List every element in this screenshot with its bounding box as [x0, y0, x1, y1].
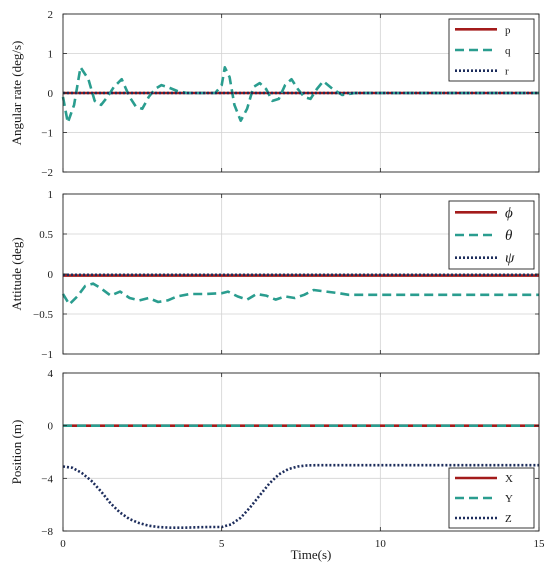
y-tick-label: −0.5 [33, 309, 53, 321]
legend-label: Z [505, 513, 512, 525]
series-line-2-2 [61, 282, 539, 306]
y-tick-label: −8 [41, 526, 53, 538]
x-axis-label: Time(s) [291, 547, 332, 562]
y-tick-label: 0 [48, 88, 54, 100]
y-tick-label: −4 [41, 473, 53, 485]
legend-label: θ [505, 228, 513, 244]
subplot-2: −1 −0.5 0 0.5 1 Attitude (deg) ϕθψ [9, 189, 540, 361]
legend: ϕθψ [448, 200, 535, 270]
legend-label: Y [505, 493, 513, 505]
y-tick-label: 4 [48, 368, 54, 380]
y-tick-label: 0 [48, 269, 54, 281]
x-tick-label: 0 [60, 538, 66, 550]
y-tick-label: 0 [48, 421, 54, 433]
legend-label: X [505, 473, 513, 485]
x-tick-label: 5 [219, 538, 225, 550]
y-tick-label: −2 [41, 167, 53, 179]
y-tick-label: 1 [48, 49, 54, 61]
y-tick-label: 0.5 [39, 229, 53, 241]
series-line-1-2 [61, 66, 539, 124]
y-axis-label: Attitude (deg) [9, 237, 24, 310]
y-tick-label: 1 [48, 189, 54, 201]
axes-frame [62, 372, 540, 532]
legend: pqr [448, 18, 535, 82]
subplot-1: −2 −1 0 1 2 Angular rate (deg/s) pqr [9, 9, 540, 179]
legend-label: ϕ [505, 205, 513, 221]
legend-label: ψ [505, 251, 515, 267]
x-tick-label: 15 [534, 538, 546, 550]
y-tick-label: 2 [48, 9, 54, 21]
y-axis-label: Angular rate (deg/s) [9, 41, 24, 146]
subplot-3: 0 5 10 15 −8 −4 0 4 Position (m) Time(s) XYZ [9, 368, 545, 562]
legend-label: q [505, 45, 511, 57]
y-tick-label: −1 [41, 128, 53, 140]
x-tick-label: 10 [375, 538, 387, 550]
legend-label: r [505, 66, 509, 78]
y-axis-label: Position (m) [9, 420, 24, 485]
legend-label: p [505, 24, 511, 36]
y-tick-label: −1 [41, 349, 53, 361]
legend: XYZ [448, 467, 535, 529]
